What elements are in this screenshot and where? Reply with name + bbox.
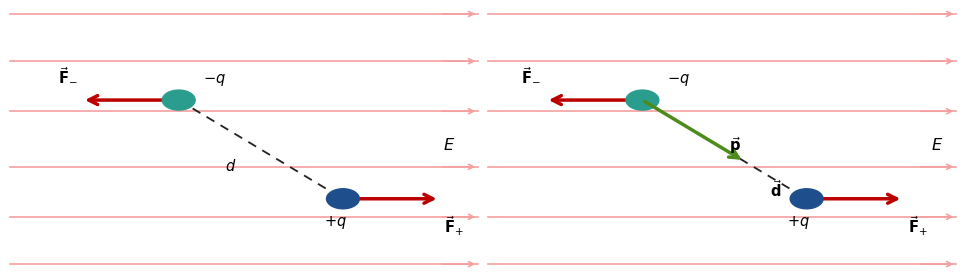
Text: $\vec{\mathbf{F}}_{+}$: $\vec{\mathbf{F}}_{+}$ [908,214,927,238]
Text: $E$: $E$ [931,136,943,153]
Text: $+q$: $+q$ [787,214,810,231]
Text: $+q$: $+q$ [324,214,347,231]
Text: $E$: $E$ [443,136,455,153]
Text: $\vec{\mathbf{F}}_{-}$: $\vec{\mathbf{F}}_{-}$ [522,67,541,85]
Text: $d$: $d$ [225,158,237,174]
Ellipse shape [790,189,823,209]
Text: $-q$: $-q$ [667,71,690,88]
Text: $-q$: $-q$ [203,71,226,88]
Text: $\vec{\mathbf{p}}$: $\vec{\mathbf{p}}$ [729,135,741,156]
Ellipse shape [327,189,359,209]
Text: $\vec{\mathbf{d}}$: $\vec{\mathbf{d}}$ [770,180,782,200]
Text: $\vec{\mathbf{F}}_{+}$: $\vec{\mathbf{F}}_{+}$ [444,214,464,238]
Ellipse shape [626,90,659,110]
Ellipse shape [162,90,195,110]
Text: $\vec{\mathbf{F}}_{-}$: $\vec{\mathbf{F}}_{-}$ [58,67,77,85]
